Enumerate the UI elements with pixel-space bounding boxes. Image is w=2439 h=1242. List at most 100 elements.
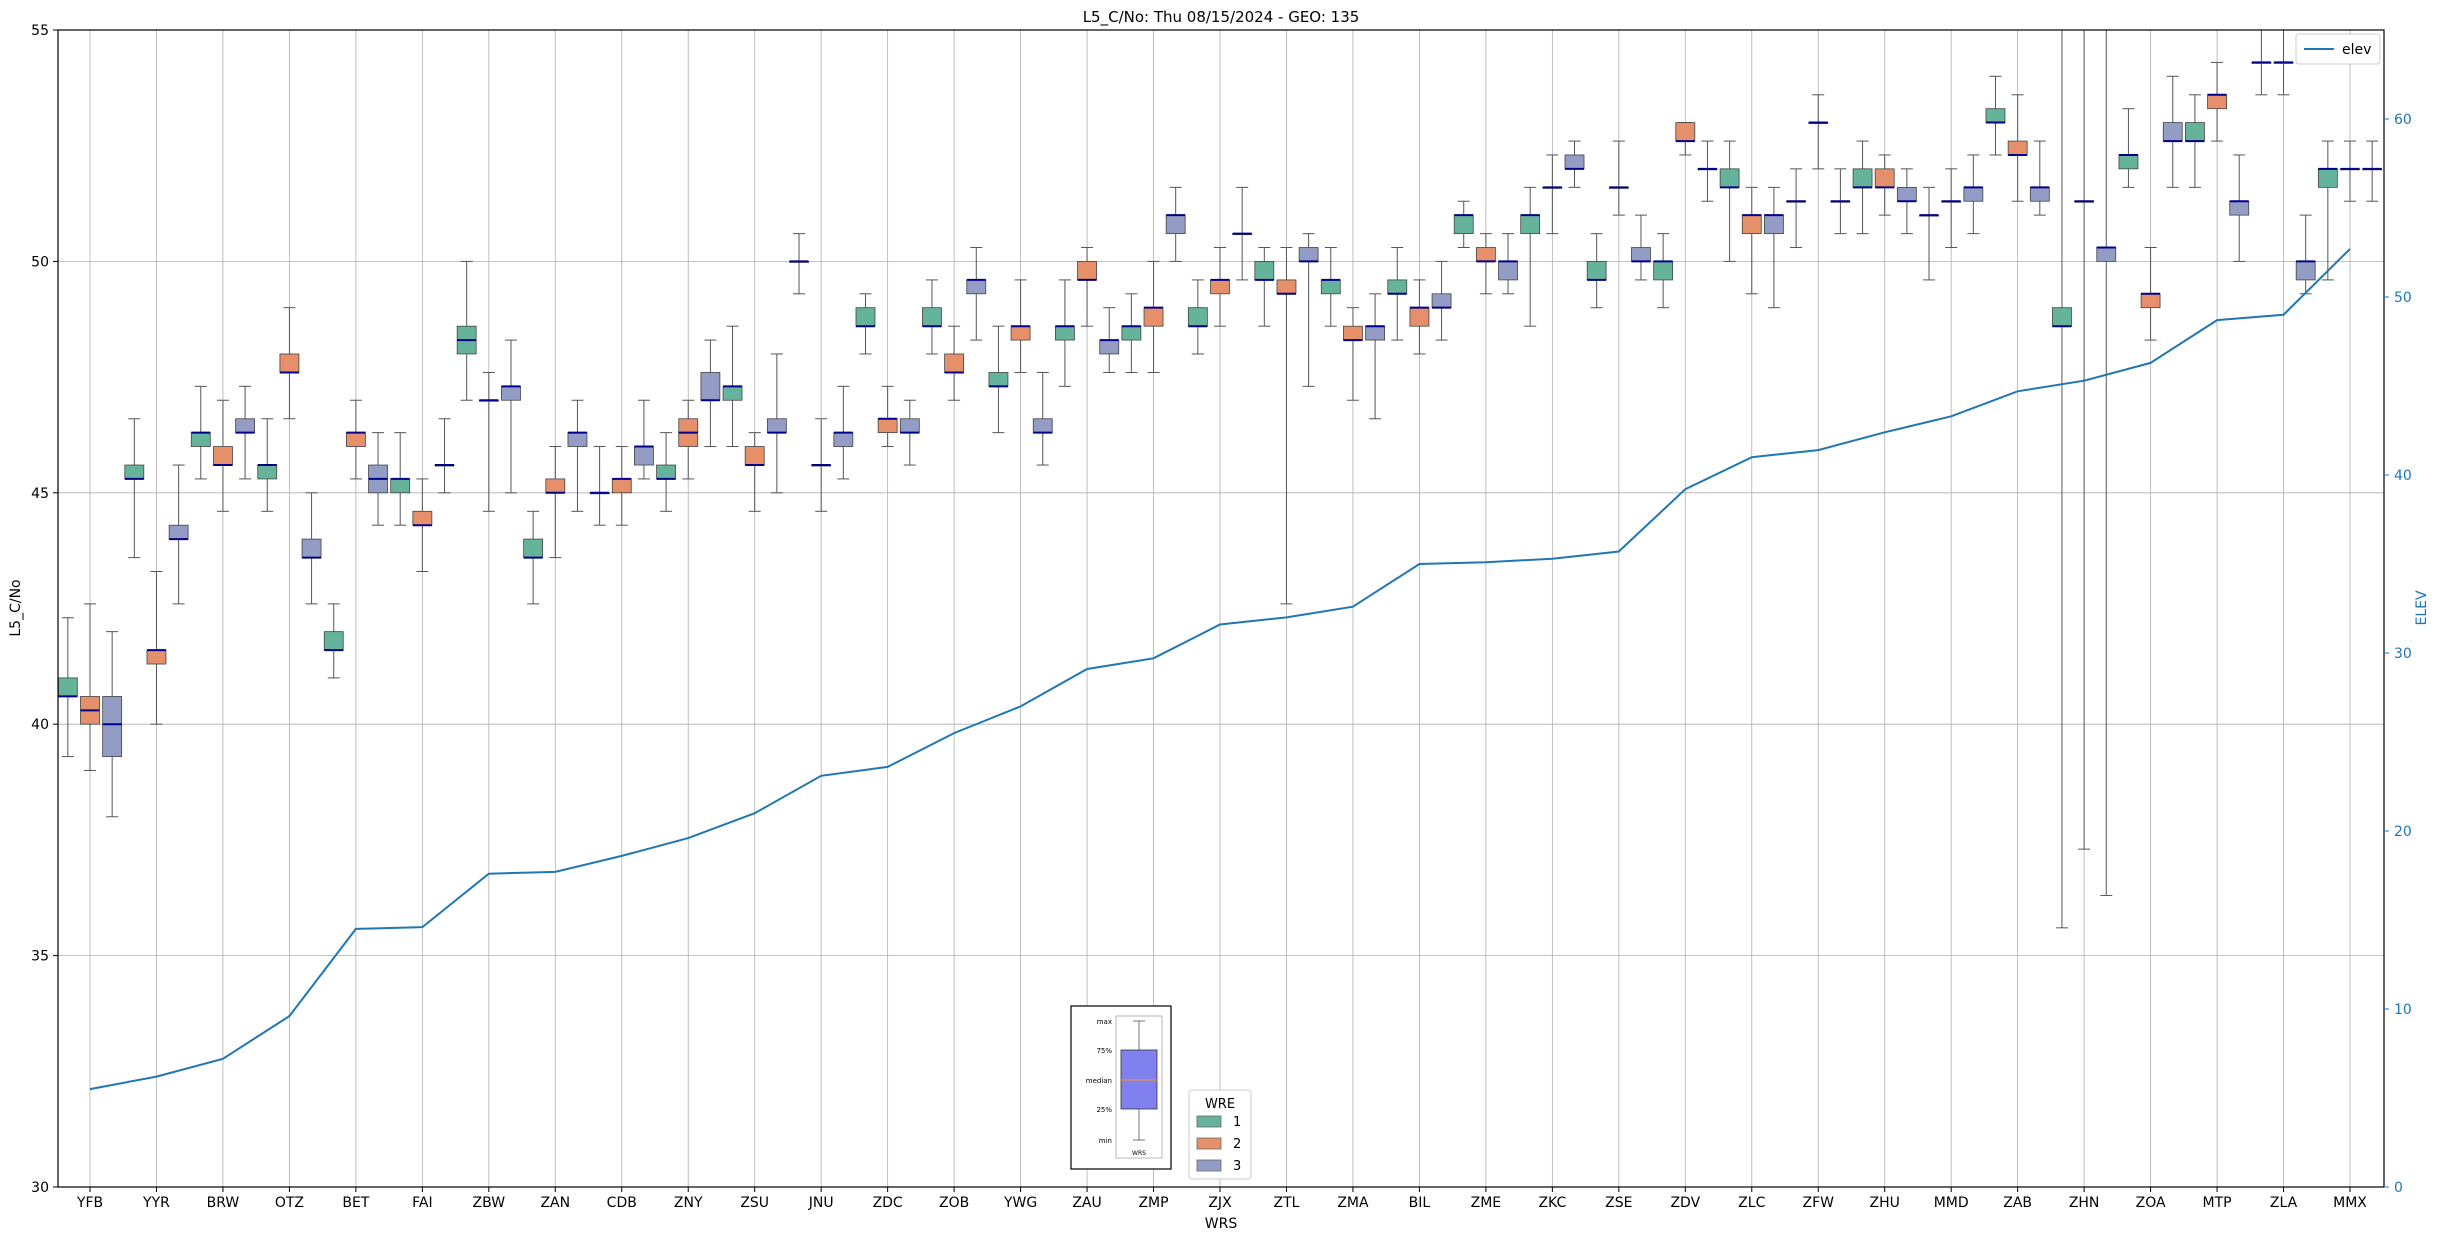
box-plot-item	[678, 399, 699, 480]
y-tick-label: 55	[31, 23, 49, 39]
box-plot-item	[235, 385, 255, 480]
wre-legend-swatch-3	[1196, 1159, 1222, 1172]
box-plot-item	[1431, 260, 1452, 341]
box-iqr	[2118, 154, 2139, 170]
box-plot-item	[1365, 293, 1385, 420]
box-iqr	[1187, 307, 1208, 327]
box-plot-item	[811, 418, 832, 512]
box-iqr	[1675, 122, 1696, 142]
y2-tick-label: 10	[2394, 1002, 2412, 1018]
box-plot-item	[2185, 94, 2205, 188]
x-tick-label: ZOB	[939, 1195, 969, 1211]
box-iqr	[1032, 418, 1053, 434]
box-plot-item	[301, 492, 322, 605]
box-plot-item	[1077, 247, 1097, 327]
box-plot-item	[80, 603, 100, 771]
box-plot-item	[1830, 168, 1851, 235]
box-plot-item	[567, 399, 588, 512]
wre-legend-label-1: 1	[1233, 1115, 1241, 1130]
box-iqr	[146, 649, 167, 665]
box-plot-item	[1232, 186, 1253, 281]
box-plot-item	[1608, 140, 1629, 216]
box-iqr	[190, 432, 211, 447]
box-plot-item	[589, 446, 610, 526]
box-plot-item	[1210, 247, 1230, 327]
x-tick-label: ZHU	[1870, 1195, 1900, 1211]
box-plot-item	[1808, 94, 1829, 170]
box-iqr	[2007, 140, 2028, 156]
box-plot-item	[168, 464, 189, 605]
box-plot-item	[146, 570, 167, 725]
box-plot-item	[1143, 260, 1164, 373]
x-tick-label: ZTL	[1273, 1195, 1299, 1211]
y2-tick-label: 40	[2394, 468, 2412, 484]
inset-label-median: median	[1086, 1077, 1112, 1085]
x-tick-label: ZMP	[1138, 1195, 1168, 1211]
inset-label-q1: 25%	[1096, 1106, 1112, 1114]
y2-axis-label: ELEV	[2414, 590, 2430, 625]
box-iqr	[1010, 325, 1031, 341]
box-iqr	[1143, 307, 1164, 327]
box-iqr	[2295, 260, 2316, 281]
inset-xlabel: WRS	[1132, 1150, 1146, 1157]
box-plot-item	[922, 279, 942, 355]
box-plot-item	[744, 432, 765, 512]
x-tick-label: MMX	[2333, 1195, 2367, 1211]
wre-legend-swatch-1	[1196, 1115, 1222, 1128]
x-tick-label: BIL	[1409, 1195, 1431, 1211]
box-plot-item	[2295, 214, 2316, 295]
box-plot-item	[434, 418, 455, 494]
box-iqr	[833, 432, 854, 447]
box-plot-item	[944, 325, 965, 401]
box-iqr	[700, 372, 721, 401]
box-plot-item	[2007, 94, 2028, 202]
y-tick-label: 40	[31, 717, 49, 733]
y2-tick-label: 50	[2394, 290, 2412, 306]
box-plot-item	[2074, 30, 2095, 850]
x-tick-label: ZDV	[1670, 1195, 1700, 1211]
box-iqr	[1653, 260, 1674, 281]
boxplot-key-inset: max 75% median 25% min WRS	[1070, 1005, 1172, 1170]
elev-line	[89, 248, 2351, 1091]
x-tick-label: ZHN	[2069, 1195, 2100, 1211]
wre-legend: WRE 1 2 3	[1188, 1089, 1252, 1180]
x-tick-label: ZSE	[1605, 1195, 1632, 1211]
box-iqr	[412, 510, 433, 526]
chart-title: L5_C/No: Thu 08/15/2024 - GEO: 135	[1083, 8, 1360, 27]
box-plot-item	[523, 510, 544, 605]
box-plot-item	[1631, 214, 1651, 281]
box-iqr	[545, 478, 566, 494]
box-iqr	[1387, 279, 1408, 295]
x-tick-label: BRW	[207, 1195, 240, 1211]
box-iqr	[257, 464, 278, 480]
box-plot-item	[1453, 200, 1474, 249]
box-plot-item	[279, 307, 300, 420]
box-plot-item	[833, 385, 854, 480]
box-plot-item	[1010, 279, 1031, 373]
x-tick-label: FAI	[412, 1195, 432, 1211]
box-iqr	[1719, 168, 1740, 188]
box-plot-item	[2118, 108, 2139, 188]
x-tick-label: YWG	[1003, 1195, 1037, 1211]
y2-tick-label: 30	[2394, 646, 2412, 662]
box-iqr	[966, 279, 987, 295]
box-plot-item	[1498, 233, 1518, 295]
x-tick-label: ZAN	[540, 1195, 570, 1211]
box-iqr	[1852, 168, 1873, 188]
x-tick-label: ZSU	[740, 1195, 769, 1211]
box-iqr	[1121, 325, 1142, 341]
y-tick-label: 35	[31, 949, 49, 965]
plot-frame	[57, 29, 2385, 1188]
box-plot-item	[478, 371, 499, 512]
box-plot-item	[1874, 154, 1895, 216]
box-plot-item	[1542, 154, 1563, 235]
box-iqr	[57, 677, 78, 697]
x-tick-label: ZFW	[1802, 1195, 1834, 1211]
box-iqr	[102, 696, 123, 757]
box-iqr	[1099, 339, 1120, 355]
box-plot-item	[501, 339, 521, 494]
box-iqr	[501, 385, 521, 401]
box-iqr	[611, 478, 632, 494]
box-iqr	[1564, 154, 1585, 170]
x-tick-label: OTZ	[275, 1195, 304, 1211]
